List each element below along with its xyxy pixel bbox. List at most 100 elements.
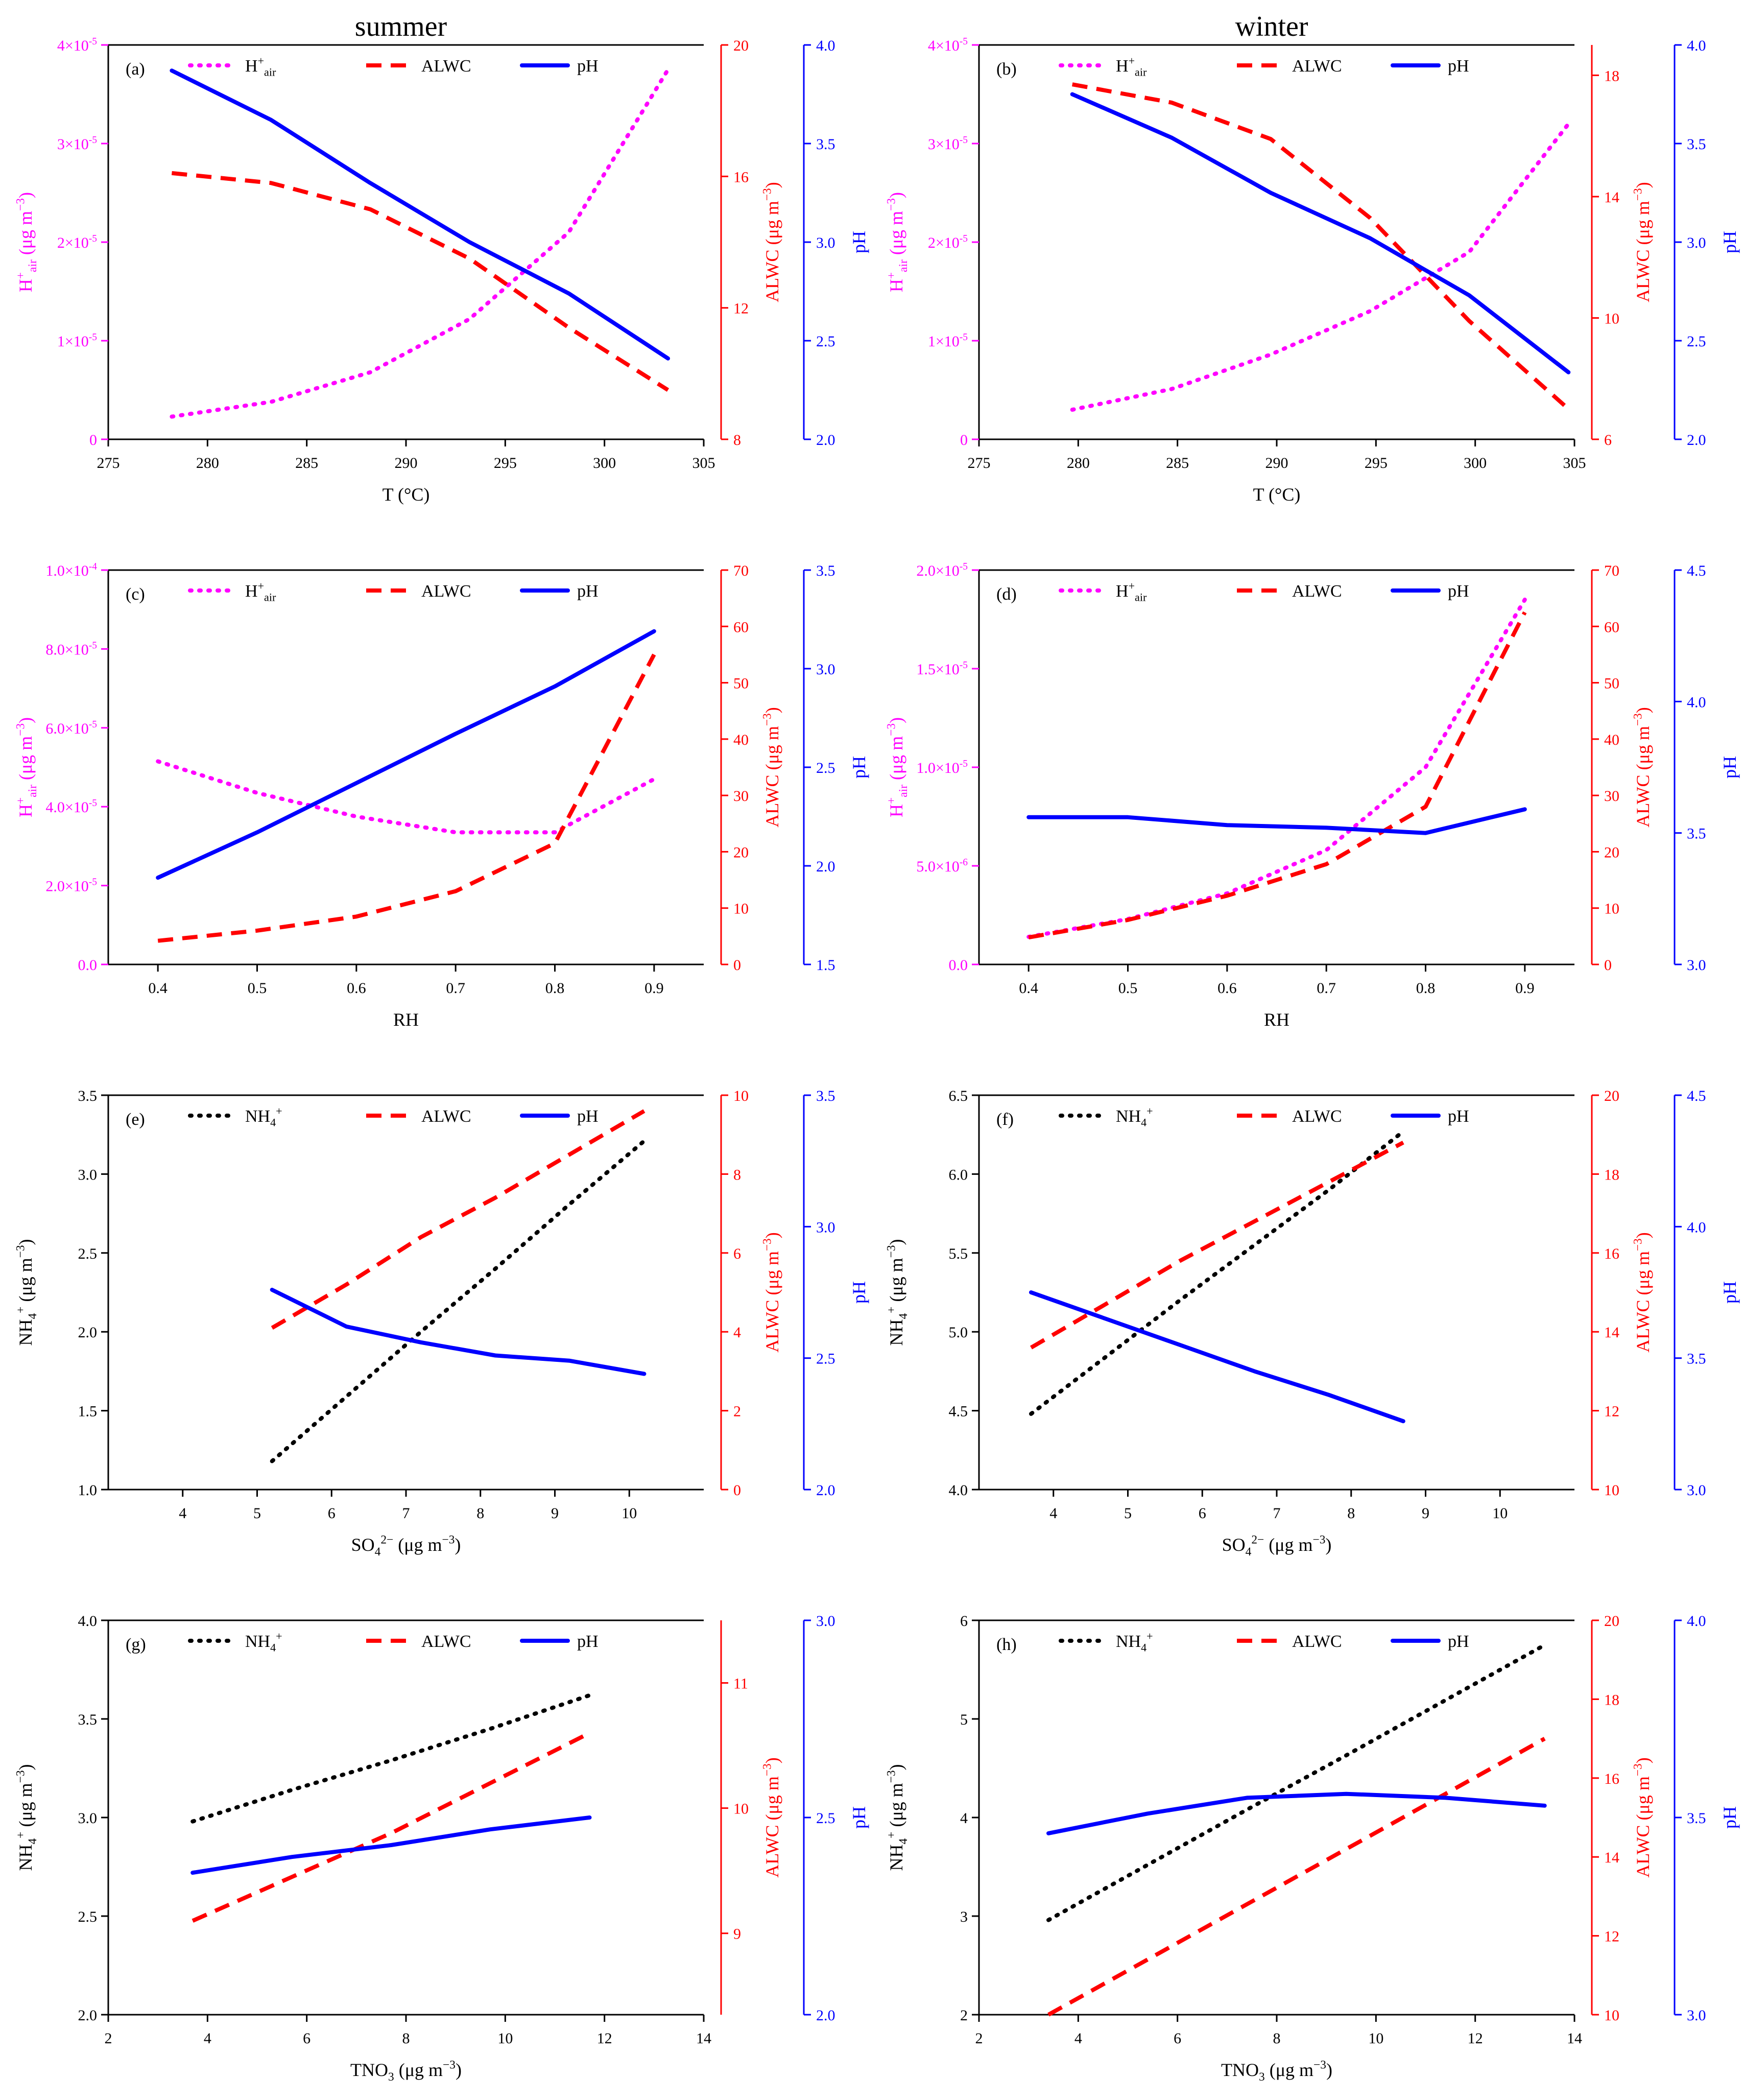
alwc-axis-tick-label: 10 [1604, 901, 1619, 917]
series-line-left [270, 1139, 647, 1464]
left-axis-tick-label: 4 [960, 1810, 968, 1827]
ph-axis-tick-label: 2.0 [816, 1482, 835, 1499]
x-tick-label: 4 [1074, 2030, 1082, 2047]
left-axis-title: NH4+ (μg m−3) [14, 1764, 39, 1871]
left-axis-tick-label: 2.0×10-5 [45, 877, 97, 895]
series-line-alwc [1047, 1737, 1546, 2017]
left-axis-title: NH4+ (μg m−3) [885, 1239, 910, 1346]
series-line-left [156, 759, 656, 835]
legend-label: ALWC [421, 582, 471, 601]
alwc-axis-tick-label: 50 [1604, 675, 1619, 692]
left-axis-title: NH4+ (μg m−3) [14, 1239, 39, 1346]
x-tick-label: 0.7 [1317, 980, 1336, 997]
x-tick-label: 0.6 [1217, 980, 1237, 997]
x-tick-label: 295 [1365, 455, 1388, 471]
x-tick-label: 0.5 [1118, 980, 1138, 997]
alwc-axis-title: ALWC (μg m−3) [1632, 1757, 1653, 1878]
x-tick-label: 0.4 [1019, 980, 1038, 997]
x-tick-label: 295 [494, 455, 517, 471]
x-tick-label: 0.8 [545, 980, 565, 997]
x-tick-label: 6 [1174, 2030, 1181, 2047]
panel-label: (b) [996, 60, 1017, 79]
left-axis-tick-label: 2.5 [78, 1245, 98, 1262]
x-tick-label: 2 [105, 2030, 112, 2047]
ph-axis-tick-label: 3.5 [1687, 136, 1706, 153]
left-axis-tick-label: 4.0 [949, 1482, 968, 1499]
legend-label: H+air [245, 54, 276, 78]
x-tick-label: 14 [1567, 2030, 1582, 2047]
ph-axis-title: pH [1719, 756, 1740, 778]
ph-axis-tick-label: 3.0 [1687, 1482, 1706, 1499]
ph-axis-tick-label: 2.0 [1687, 432, 1706, 449]
x-tick-label: 14 [696, 2030, 711, 2047]
alwc-axis-title: ALWC (μg m−3) [761, 1757, 782, 1878]
x-tick-label: 275 [968, 455, 991, 471]
panel-label: (g) [126, 1635, 146, 1654]
ph-axis-tick-label: 2.5 [816, 333, 835, 350]
left-axis-title: H+air (μg m−3) [885, 192, 910, 292]
alwc-axis-tick-label: 12 [1604, 1928, 1619, 1945]
left-axis-tick-label: 4.0×10-5 [45, 798, 97, 816]
alwc-axis-tick-label: 10 [733, 1801, 749, 1818]
legend-label: ALWC [421, 1632, 471, 1651]
left-axis-tick-label: 1.5 [78, 1403, 98, 1420]
ph-axis-title: pH [849, 1281, 869, 1304]
left-axis-tick-label: 0.0 [949, 957, 968, 974]
x-tick-label: 275 [97, 455, 120, 471]
alwc-axis-tick-label: 10 [1604, 2007, 1619, 2024]
ph-axis-tick-label: 3.0 [1687, 957, 1706, 974]
x-tick-label: 6 [328, 1505, 336, 1522]
legend-label: pH [577, 582, 599, 601]
left-axis-tick-label: 8.0×10-5 [45, 640, 97, 658]
series-line-alwc [1028, 611, 1527, 940]
ph-axis-tick-label: 3.5 [1687, 1810, 1706, 1827]
series-line-alwc [157, 653, 656, 943]
series-line-alwc [172, 171, 670, 392]
series-line-ph [170, 68, 670, 361]
x-tick-label: 0.9 [644, 980, 664, 997]
legend: H+air ALWC pH [1059, 54, 1469, 79]
legend-label: ALWC [1292, 1107, 1342, 1126]
legend: H+air ALWC pH [188, 54, 599, 79]
left-axis-tick-label: 4.5 [949, 1403, 968, 1420]
alwc-axis-tick-label: 30 [1604, 788, 1619, 805]
ph-axis-tick-label: 2.5 [1687, 333, 1706, 350]
legend-label: pH [577, 1107, 599, 1126]
left-axis-title: H+air (μg m−3) [885, 717, 910, 817]
ph-axis-title: pH [849, 231, 869, 253]
ph-axis-tick-label: 4.0 [1687, 37, 1706, 54]
x-tick-label: 305 [1563, 455, 1586, 471]
alwc-axis-tick-label: 0 [733, 1482, 741, 1499]
alwc-axis-tick-label: 8 [733, 1166, 741, 1183]
x-tick-label: 10 [1492, 1505, 1508, 1522]
legend: NH4+ ALWC pH [188, 1104, 599, 1129]
ph-axis-tick-label: 2.0 [816, 858, 835, 875]
x-tick-label: 0.5 [248, 980, 267, 997]
x-tick-label: 10 [497, 2030, 513, 2047]
left-axis-tick-label: 1.0×10-4 [45, 561, 97, 579]
left-axis-tick-label: 3×10-5 [57, 135, 97, 153]
x-tick-label: 0.6 [347, 980, 366, 997]
x-tick-label: 0.8 [1416, 980, 1436, 997]
x-tick-label: 280 [1067, 455, 1090, 471]
chart-panel-h: 2 4 6 8 10 12 14 TNO3 (μg m−3) 2 3 4 5 6 10 12 14 16 18 20… [885, 1613, 1740, 2084]
ph-axis-tick-label: 3.5 [816, 1088, 835, 1104]
x-axis-title: TNO3 (μg m−3) [350, 2059, 462, 2084]
x-tick-label: 4 [1049, 1505, 1057, 1522]
legend-label: pH [1448, 582, 1469, 601]
chart-panel-a: 275 280 285 290 295 300 305 T (°C) 0 1×10-5 2×10-5… [14, 36, 869, 505]
left-axis-tick-label: 6 [960, 1613, 968, 1630]
x-tick-label: 300 [1464, 455, 1487, 471]
ph-axis-tick-label: 3.5 [816, 136, 835, 153]
series-line-ph [1046, 1791, 1547, 1835]
x-tick-label: 280 [196, 455, 219, 471]
alwc-axis-tick-label: 40 [1604, 732, 1619, 748]
left-axis-tick-label: 2.5 [78, 1908, 98, 1925]
chart-panel-b: 275 280 285 290 295 300 305 T (°C) 0 1×10-5 2×10-5… [885, 36, 1740, 505]
alwc-axis-tick-label: 6 [1604, 432, 1612, 449]
alwc-axis-tick-label: 60 [733, 619, 749, 635]
left-axis-title: NH4+ (μg m−3) [885, 1764, 910, 1871]
panel-label: (e) [126, 1110, 145, 1129]
left-axis-tick-label: 1.0×10-5 [916, 759, 968, 776]
legend-label: NH4+ [245, 1104, 282, 1128]
